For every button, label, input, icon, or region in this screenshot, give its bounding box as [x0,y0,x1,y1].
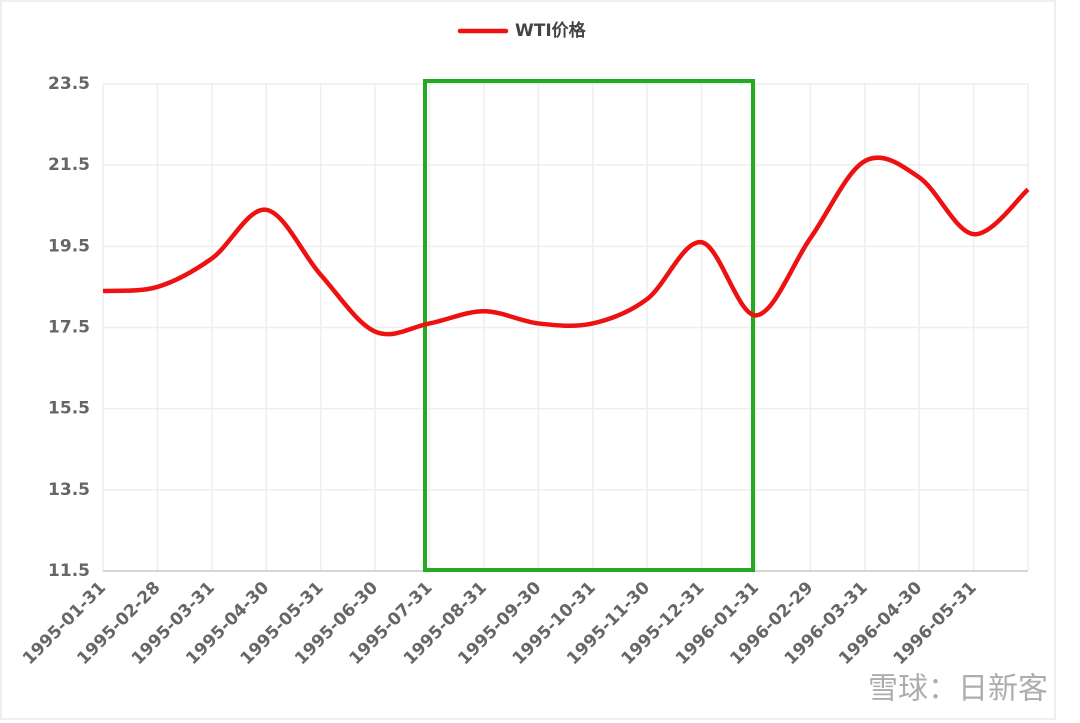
y-tick-label: 23.5 [48,74,90,94]
y-tick-label: 13.5 [48,480,90,500]
y-tick-label: 11.5 [48,561,90,581]
legend-label: WTI价格 [515,20,587,41]
y-tick-label: 19.5 [48,236,90,256]
y-tick-label: 17.5 [48,318,90,338]
frame [0,0,1056,720]
y-tick-label: 21.5 [48,155,90,175]
y-tick-label: 15.5 [48,399,90,419]
line [102,155,1030,337]
watermark: 雪球：日新客 [868,672,1048,707]
